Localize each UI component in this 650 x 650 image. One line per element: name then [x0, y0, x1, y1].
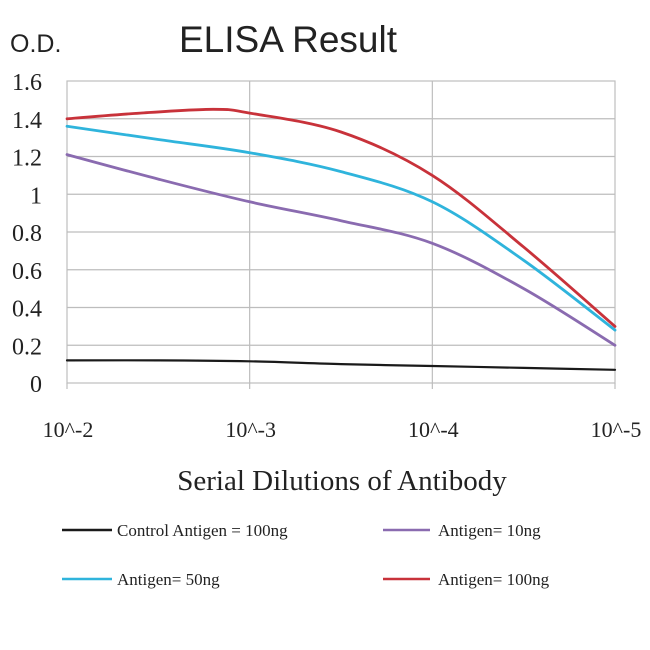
y-tick-label: 1.4 — [12, 108, 42, 134]
legend-label-50ng: Antigen= 50ng — [117, 570, 220, 589]
legend-label-10ng: Antigen= 10ng — [438, 521, 541, 540]
legend: Control Antigen = 100ng Antigen= 10ng An… — [62, 521, 550, 589]
x-axis-title: Serial Dilutions of Antibody — [177, 465, 507, 497]
legend-label-100ng: Antigen= 100ng — [438, 570, 550, 589]
y-tick-label: 0.4 — [12, 297, 42, 323]
y-tick-labels: 0 0.2 0.4 0.6 0.8 1 1.2 1.4 1.6 — [12, 70, 42, 398]
legend-label-control: Control Antigen = 100ng — [117, 521, 288, 540]
y-tick-label: 0.2 — [12, 334, 42, 360]
y-tick-label: 1.6 — [12, 70, 42, 96]
x-tick-label: 10^-4 — [408, 417, 459, 442]
series-line-control — [65, 359, 617, 371]
series-line-50ng — [65, 124, 617, 332]
x-tick-label: 10^-2 — [43, 417, 94, 442]
x-tick-label: 10^-3 — [225, 417, 276, 442]
y-tick-label: 1.2 — [12, 146, 42, 172]
gridlines — [66, 81, 616, 389]
x-tick-labels: 10^-2 10^-3 10^-4 10^-5 — [43, 417, 642, 442]
y-tick-label: 0.6 — [12, 259, 42, 285]
series-line-10ng — [65, 153, 617, 347]
chart-title: ELISA Result — [179, 19, 398, 60]
y-tick-label: 1 — [30, 183, 42, 209]
x-tick-label: 10^-5 — [591, 417, 642, 442]
series-lines — [65, 107, 617, 371]
y-axis-title: O.D. — [10, 30, 61, 58]
y-tick-label: 0.8 — [12, 221, 42, 247]
y-tick-label: 0 — [30, 372, 42, 398]
series-line-100ng — [65, 107, 617, 328]
